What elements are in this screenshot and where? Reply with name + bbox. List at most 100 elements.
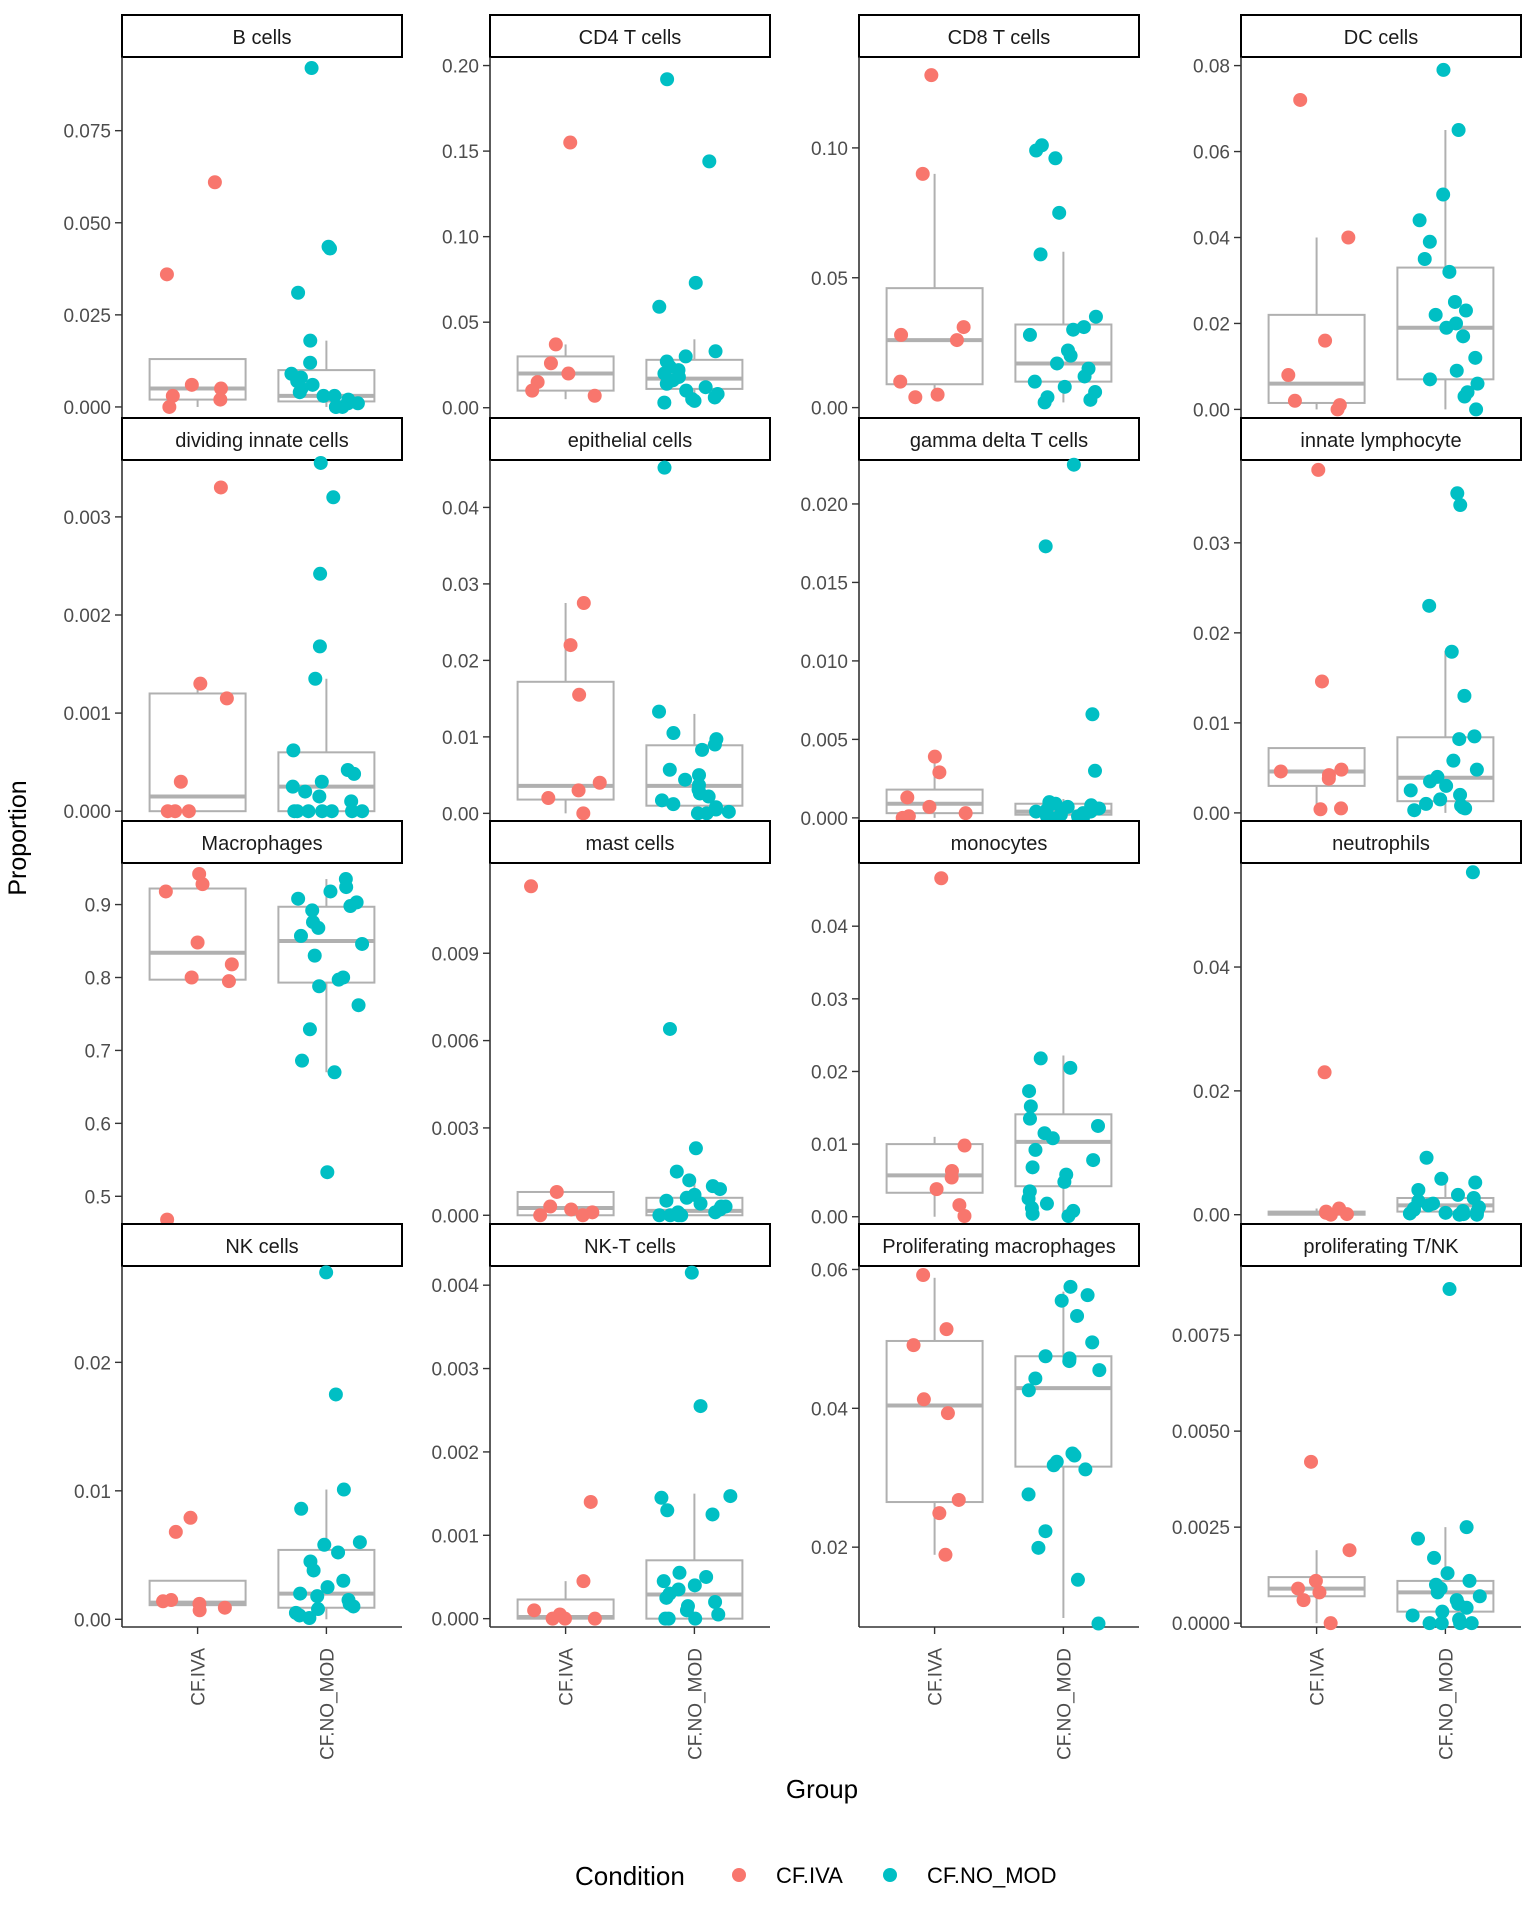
point-innate-lymphocyte-cf-no-mod: [1453, 498, 1468, 513]
point-nk-cells-cf-iva: [183, 1510, 198, 1525]
point-monocytes-cf-iva: [952, 1198, 967, 1213]
y-tick-label-macrophages: 0.8: [85, 968, 111, 989]
point-nk-cells-cf-iva: [168, 1524, 183, 1539]
point-dividing-innate-cells-cf-no-mod: [314, 774, 329, 789]
point-cd8-t-cells-cf-no-mod: [1048, 151, 1063, 166]
legend-key-cf-iva: [732, 1868, 746, 1882]
point-macrophages-cf-no-mod: [355, 936, 370, 951]
point-dc-cells-cf-no-mod: [1470, 376, 1485, 391]
point-nk-cells-cf-iva: [156, 1594, 171, 1609]
point-proliferating-macrophages-cf-no-mod: [1085, 1335, 1100, 1350]
point-b-cells-cf-iva: [159, 267, 174, 282]
point-proliferating-macrophages-cf-iva: [939, 1322, 954, 1337]
x-tick-label-proliferating-t-nk: CF.NO_MOD: [1436, 1648, 1457, 1760]
point-nk-t-cells-cf-no-mod: [687, 1578, 702, 1593]
point-dividing-innate-cells-cf-no-mod: [285, 779, 300, 794]
point-cd8-t-cells-cf-iva: [924, 68, 939, 83]
panel-title-neutrophils: neutrophils: [1332, 833, 1430, 855]
point-innate-lymphocyte-cf-iva: [1313, 802, 1328, 817]
point-cd4-t-cells-cf-no-mod: [698, 380, 713, 395]
point-neutrophils-cf-no-mod: [1465, 865, 1480, 880]
point-innate-lymphocyte-cf-no-mod: [1467, 729, 1482, 744]
point-monocytes-cf-no-mod: [1025, 1160, 1040, 1175]
y-tick-label-b-cells: 0.000: [63, 398, 111, 419]
point-nk-cells-cf-no-mod: [331, 1545, 346, 1560]
point-cd4-t-cells-cf-no-mod: [657, 395, 672, 410]
point-dividing-innate-cells-cf-iva: [219, 691, 234, 706]
legend-label-cf-iva: CF.IVA: [776, 1863, 843, 1888]
point-macrophages-cf-no-mod: [311, 920, 326, 935]
point-nk-cells-cf-no-mod: [352, 1535, 367, 1550]
point-proliferating-macrophages-cf-iva: [938, 1547, 953, 1562]
point-cd8-t-cells-cf-no-mod: [1057, 379, 1072, 394]
point-dc-cells-cf-no-mod: [1422, 234, 1437, 249]
point-proliferating-macrophages-cf-no-mod: [1046, 1458, 1061, 1473]
point-gamma-delta-t-cells-cf-iva: [927, 749, 942, 764]
panel-strip-proliferating-t-nk: [1240, 1223, 1522, 1267]
y-tick-label-proliferating-macrophages: 0.06: [811, 1260, 848, 1281]
panel-strip-macrophages: [121, 820, 403, 864]
point-proliferating-macrophages-cf-no-mod: [1070, 1308, 1085, 1323]
y-tick-label-b-cells: 0.050: [63, 214, 111, 235]
panel-strip-neutrophils: [1240, 820, 1522, 864]
point-epithelial-cells-cf-no-mod: [692, 768, 707, 783]
point-mast-cells-cf-iva: [564, 1202, 579, 1217]
box-proliferating-macrophages-cf-iva: [885, 1339, 984, 1504]
y-tick-label-nk-t-cells: 0.000: [431, 1610, 479, 1631]
point-epithelial-cells-cf-iva: [576, 596, 591, 611]
point-macrophages-cf-iva: [221, 974, 236, 989]
point-nk-t-cells-cf-no-mod: [708, 1594, 723, 1609]
point-macrophages-cf-no-mod: [327, 1065, 342, 1080]
point-epithelial-cells-cf-no-mod: [695, 742, 710, 757]
point-cd4-t-cells-cf-no-mod: [659, 376, 674, 391]
point-proliferating-macrophages-cf-no-mod: [1078, 1462, 1093, 1477]
point-macrophages-cf-no-mod: [291, 891, 306, 906]
y-tick-label-proliferating-t-nk: 0.0000: [1172, 1614, 1230, 1635]
point-epithelial-cells-cf-no-mod: [657, 460, 672, 475]
point-dc-cells-cf-no-mod: [1469, 402, 1484, 417]
point-epithelial-cells-cf-no-mod: [678, 772, 693, 787]
point-cd8-t-cells-cf-no-mod: [1027, 374, 1042, 389]
point-neutrophils-cf-no-mod: [1419, 1150, 1434, 1165]
point-proliferating-macrophages-cf-no-mod: [1062, 1354, 1077, 1369]
point-mast-cells-cf-no-mod: [652, 1208, 667, 1223]
y-tick-label-cd8-t-cells: 0.05: [811, 269, 848, 290]
point-neutrophils-cf-no-mod: [1469, 1207, 1484, 1222]
box-dividing-innate-cells-cf-iva: [148, 692, 247, 813]
point-cd4-t-cells-cf-no-mod: [708, 344, 723, 359]
point-nk-t-cells-cf-no-mod: [654, 1490, 669, 1505]
chart-panels: B cells 0.000 0.025 0.050 0.075 CD4 T cells 0.…: [63, 14, 1522, 1760]
y-tick-label-dc-cells: 0.08: [1193, 57, 1230, 78]
point-epithelial-cells-cf-no-mod: [701, 789, 716, 804]
y-tick-label-gamma-delta-t-cells: 0.000: [800, 809, 848, 830]
point-monocytes-cf-no-mod: [1045, 1131, 1060, 1146]
point-macrophages-cf-no-mod: [343, 899, 358, 914]
point-nk-t-cells-cf-no-mod: [658, 1611, 673, 1626]
point-nk-t-cells-cf-iva: [587, 1611, 602, 1626]
point-cd8-t-cells-cf-iva: [930, 387, 945, 402]
point-proliferating-macrophages-cf-no-mod: [1031, 1540, 1046, 1555]
point-dividing-innate-cells-cf-no-mod: [298, 784, 313, 799]
point-neutrophils-cf-no-mod: [1402, 1206, 1417, 1221]
point-innate-lymphocyte-cf-no-mod: [1452, 732, 1467, 747]
point-cd8-t-cells-cf-no-mod: [1076, 320, 1091, 335]
point-proliferating-t-nk-cf-no-mod: [1427, 1550, 1442, 1565]
panel-title-nk-t-cells: NK-T cells: [584, 1236, 676, 1258]
point-macrophages-cf-no-mod: [307, 948, 322, 963]
point-innate-lymphocyte-cf-no-mod: [1450, 486, 1465, 501]
y-tick-label-dc-cells: 0.04: [1193, 229, 1230, 250]
point-innate-lymphocyte-cf-no-mod: [1407, 803, 1422, 818]
x-tick-label-proliferating-macrophages: CF.NO_MOD: [1054, 1648, 1075, 1760]
point-proliferating-macrophages-cf-no-mod: [1028, 1371, 1043, 1386]
point-proliferating-t-nk-cf-no-mod: [1434, 1616, 1449, 1631]
point-b-cells-cf-no-mod: [327, 388, 342, 403]
y-tick-label-innate-lymphocyte: 0.03: [1193, 534, 1230, 555]
point-innate-lymphocyte-cf-iva: [1311, 462, 1326, 477]
point-innate-lymphocyte-cf-no-mod: [1433, 792, 1448, 807]
panel-strip-mast-cells: [489, 820, 771, 864]
point-monocytes-cf-no-mod: [1025, 1206, 1040, 1221]
point-monocytes-cf-no-mod: [1091, 1118, 1106, 1133]
point-macrophages-cf-no-mod: [293, 928, 308, 943]
point-cd4-t-cells-cf-no-mod: [707, 390, 722, 405]
point-mast-cells-cf-no-mod: [671, 1208, 686, 1223]
